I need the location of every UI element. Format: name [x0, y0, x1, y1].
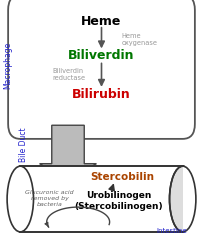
Text: Stercobilin: Stercobilin	[89, 172, 153, 182]
Text: Biliverdin
reductase: Biliverdin reductase	[53, 68, 85, 81]
Ellipse shape	[7, 166, 33, 232]
Ellipse shape	[169, 166, 195, 232]
Bar	[182, 166, 202, 232]
Text: Biliverdin: Biliverdin	[68, 49, 134, 62]
Text: Heme: Heme	[81, 15, 121, 28]
Bar	[20, 166, 182, 232]
Text: Urobilinogen
(Stercobilinogen): Urobilinogen (Stercobilinogen)	[74, 191, 162, 211]
Text: Intestine: Intestine	[156, 228, 186, 234]
Text: Bilirubin: Bilirubin	[72, 88, 130, 101]
Text: Heme
oxygenase: Heme oxygenase	[121, 33, 157, 46]
Polygon shape	[39, 125, 96, 181]
Text: Bile Duct: Bile Duct	[19, 128, 28, 162]
FancyBboxPatch shape	[8, 0, 194, 139]
Text: Glucuronic acid
removed by
bacteria: Glucuronic acid removed by bacteria	[25, 190, 74, 207]
Text: Macrophage: Macrophage	[3, 42, 12, 89]
